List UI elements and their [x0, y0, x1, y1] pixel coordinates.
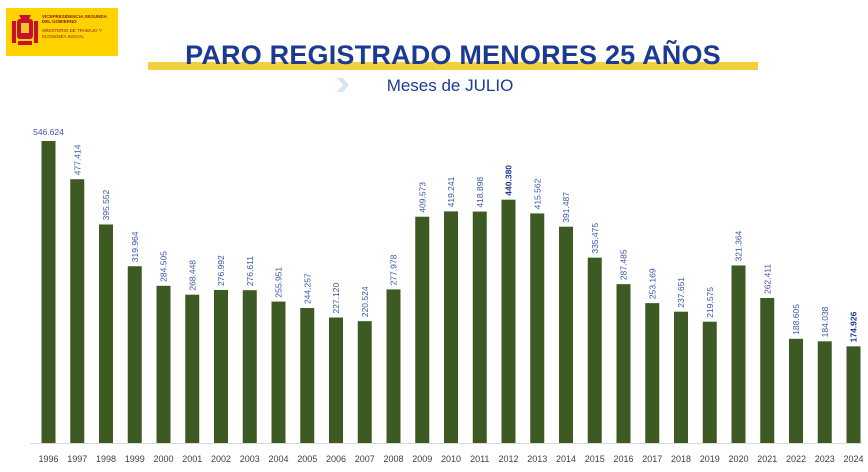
title-banner-stripe [148, 62, 758, 70]
logo-line-1: VICEPRESIDENCIA SEGUNDA DEL GOBIERNO [42, 14, 107, 25]
bar-2008 [386, 289, 401, 443]
x-tick-2018: 2018 [671, 454, 691, 464]
x-tick-2002: 2002 [211, 454, 231, 464]
data-label-2004: 255.951 [274, 267, 284, 298]
x-tick-2007: 2007 [355, 454, 375, 464]
x-tick-2003: 2003 [240, 454, 260, 464]
data-label-2017: 253.169 [647, 268, 657, 299]
bar-2017 [645, 303, 660, 443]
data-label-2023: 184.038 [820, 306, 830, 337]
x-tick-1997: 1997 [67, 454, 87, 464]
bar-2006 [329, 317, 343, 443]
bar-2016 [616, 284, 631, 443]
data-label-2010: 419.241 [446, 176, 456, 207]
bar-2010 [444, 211, 458, 443]
bar-2023 [817, 341, 832, 443]
data-label-2019: 219.575 [705, 287, 715, 318]
chevron-right-icon [337, 78, 349, 92]
bar-2012 [501, 199, 516, 443]
bar-1996 [41, 141, 56, 443]
chart-subtitle: Meses de JULIO [386, 76, 514, 95]
x-tick-2014: 2014 [556, 454, 576, 464]
bar-2024 [846, 346, 861, 443]
x-tick-2020: 2020 [728, 454, 748, 464]
data-label-1996: 546.624 [33, 127, 64, 137]
data-label-1998: 395.552 [101, 189, 111, 220]
bar-2000 [156, 285, 171, 443]
data-label-1999: 319.964 [130, 231, 140, 262]
ministry-logo: VICEPRESIDENCIA SEGUNDA DEL GOBIERNO MIN… [6, 8, 118, 56]
x-tick-2024: 2024 [843, 454, 863, 464]
bar-2003 [242, 290, 257, 443]
x-tick-2017: 2017 [642, 454, 662, 464]
data-label-2021: 262.411 [762, 264, 772, 294]
x-tick-2012: 2012 [498, 454, 518, 464]
x-tick-2000: 2000 [153, 454, 173, 464]
data-label-2016: 287.485 [619, 249, 629, 280]
data-label-2000: 284.505 [159, 251, 169, 282]
chart-title: PARO REGISTRADO MENORES 25 AÑOS [185, 40, 721, 70]
data-label-2011: 418.898 [475, 177, 485, 208]
data-label-2006: 227.120 [331, 283, 341, 314]
bar-1998 [99, 224, 113, 443]
bar-2014 [559, 226, 573, 443]
data-label-1997: 477.414 [72, 144, 82, 175]
bar-2021 [760, 298, 775, 443]
x-tick-2006: 2006 [326, 454, 346, 464]
x-tick-2004: 2004 [268, 454, 288, 464]
data-label-2024: 174.926 [849, 311, 859, 342]
data-label-2020: 321.364 [734, 230, 744, 261]
x-tick-2010: 2010 [441, 454, 461, 464]
bar-2019 [702, 321, 717, 443]
x-tick-2015: 2015 [585, 454, 605, 464]
data-label-2001: 268.448 [187, 260, 197, 291]
data-label-2003: 276.611 [245, 256, 255, 286]
data-label-2022: 188.605 [791, 304, 801, 335]
bar-2022 [789, 338, 803, 443]
data-label-2005: 244.257 [302, 273, 312, 304]
data-label-2008: 277.978 [389, 254, 399, 285]
x-tick-2023: 2023 [815, 454, 835, 464]
data-label-2007: 220.524 [360, 286, 370, 317]
bar-2007 [357, 321, 372, 443]
data-label-2009: 409.573 [417, 182, 427, 213]
x-tick-2016: 2016 [613, 454, 633, 464]
x-tick-2005: 2005 [297, 454, 317, 464]
data-label-2013: 415.562 [532, 178, 542, 209]
bar-2020 [731, 265, 746, 443]
bar-2002 [214, 289, 228, 443]
x-tick-2021: 2021 [757, 454, 777, 464]
data-label-2018: 237.651 [676, 277, 686, 308]
x-tick-2001: 2001 [182, 454, 202, 464]
data-label-2012: 440.380 [504, 165, 514, 196]
x-tick-2009: 2009 [412, 454, 432, 464]
data-label-2014: 391.487 [561, 192, 571, 223]
x-tick-2013: 2013 [527, 454, 547, 464]
bar-2011 [472, 211, 487, 443]
coat-of-arms-icon [12, 15, 38, 45]
bar-2004 [271, 301, 286, 443]
x-tick-2019: 2019 [700, 454, 720, 464]
bar-1999 [127, 266, 142, 443]
x-tick-2022: 2022 [786, 454, 806, 464]
bar-2013 [530, 213, 545, 443]
bar-2001 [185, 294, 200, 443]
data-label-2015: 335.475 [590, 223, 600, 254]
x-tick-2011: 2011 [470, 454, 489, 464]
x-tick-1996: 1996 [38, 454, 58, 464]
bar-2018 [674, 311, 688, 443]
bar-1997 [70, 179, 85, 444]
logo-line-2: MINISTERIO DE TRABAJO Y ECONOMÍA SOCIAL [42, 28, 102, 39]
x-tick-1998: 1998 [96, 454, 116, 464]
x-tick-1999: 1999 [125, 454, 145, 464]
bar-2005 [300, 308, 315, 443]
bar-2015 [587, 257, 602, 443]
x-tick-2008: 2008 [383, 454, 403, 464]
data-label-2002: 276.992 [216, 255, 226, 286]
bar-2009 [415, 216, 430, 443]
